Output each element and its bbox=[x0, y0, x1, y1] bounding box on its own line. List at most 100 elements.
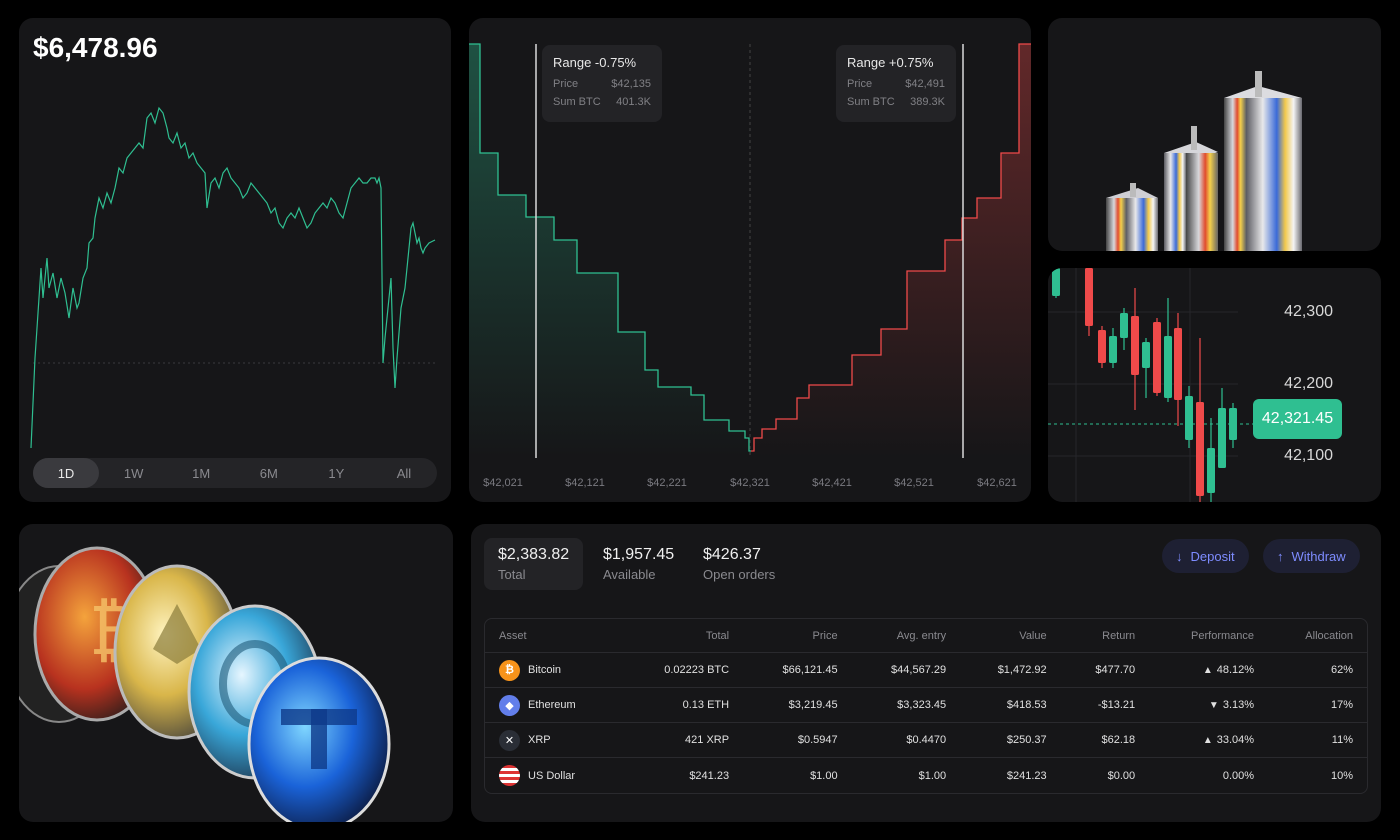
range-1d-button[interactable]: 1D bbox=[33, 458, 99, 488]
ethereum-icon: ◆ bbox=[499, 694, 520, 716]
table-row[interactable]: US Dollar $241.23 $1.00 $1.00 $241.23 $0… bbox=[485, 758, 1367, 793]
asset-return: $0.00 bbox=[1107, 769, 1136, 782]
y-axis-label: 42,200 bbox=[1284, 375, 1333, 392]
table-row[interactable]: ◆ Ethereum 0.13 ETH $3,219.45 $3,323.45 $… bbox=[485, 688, 1367, 723]
deposit-button[interactable]: ↓ Deposit bbox=[1162, 539, 1249, 573]
x-axis-label: $42,421 bbox=[812, 477, 852, 489]
column-header[interactable]: Allocation bbox=[1268, 619, 1367, 653]
tooltip-sum-label: Sum BTC bbox=[847, 96, 895, 108]
range-6m-button[interactable]: 6M bbox=[259, 465, 278, 481]
x-axis-label: $42,221 bbox=[647, 477, 687, 489]
current-price-tag: 42,321.45 bbox=[1253, 399, 1342, 439]
asset-performance: 0.00% bbox=[1222, 769, 1255, 782]
candle-body bbox=[1098, 330, 1106, 363]
candle-body bbox=[1229, 408, 1237, 440]
decorative-coins-image: ₿ bbox=[19, 524, 453, 822]
asset-price: $0.5947 bbox=[743, 723, 852, 758]
xrp-icon: ✕ bbox=[499, 729, 520, 751]
summary-value: $2,383.82 bbox=[498, 546, 570, 563]
asset-return: $477.70 bbox=[1060, 653, 1150, 688]
asset-return: $62.18 bbox=[1060, 723, 1150, 758]
x-axis-label: $42,021 bbox=[483, 477, 523, 489]
summary-open-orders[interactable]: $426.37 Open orders bbox=[689, 538, 789, 590]
candle-body bbox=[1142, 342, 1150, 368]
asset-allocation: 10% bbox=[1330, 769, 1353, 782]
candle-body bbox=[1109, 336, 1117, 363]
column-header[interactable]: Price bbox=[743, 619, 852, 653]
x-axis-label: $42,521 bbox=[894, 477, 934, 489]
assets-table: Asset Total Price Avg. entry Value Retur… bbox=[484, 618, 1368, 794]
asset-value: $1,472.92 bbox=[960, 653, 1061, 688]
candle-body bbox=[1207, 448, 1215, 493]
time-range-selector: 1D 1W 1M 6M 1Y All bbox=[33, 458, 437, 488]
column-header[interactable]: Asset bbox=[485, 619, 622, 653]
asset-name: US Dollar bbox=[528, 769, 576, 782]
decorative-bars-image bbox=[1048, 18, 1381, 251]
bar-column-medium bbox=[1164, 126, 1218, 251]
range-low-tooltip: Range -0.75% Price $42,135 Sum BTC 401.3K bbox=[542, 45, 662, 122]
asset-name: XRP bbox=[528, 734, 551, 746]
summary-total[interactable]: $2,383.82 Total bbox=[484, 538, 584, 590]
ask-area bbox=[751, 44, 1031, 458]
candlestick-chart bbox=[1048, 268, 1253, 502]
asset-performance: 33.04% bbox=[1216, 734, 1255, 746]
bar-column-small bbox=[1106, 183, 1158, 251]
candlestick-chart-card: 42,300 42,200 42,100 42,321.45 bbox=[1048, 268, 1381, 502]
column-header[interactable]: Avg. entry bbox=[851, 619, 961, 653]
table-row[interactable]: ₿ Bitcoin 0.02223 BTC $66,121.45 $44,567.… bbox=[485, 653, 1367, 688]
withdraw-button[interactable]: ↑ Withdraw bbox=[1263, 539, 1360, 573]
triangle-up-icon: ▲ bbox=[1202, 735, 1213, 746]
asset-value: $241.23 bbox=[1006, 769, 1047, 782]
candle-body bbox=[1164, 336, 1172, 398]
asset-total: 421 XRP bbox=[621, 723, 744, 758]
range-1y-button[interactable]: 1Y bbox=[328, 465, 345, 481]
candle-body bbox=[1131, 316, 1139, 375]
candle-body bbox=[1218, 408, 1226, 468]
column-header[interactable]: Value bbox=[960, 619, 1061, 653]
price-chart-card: $6,478.96 1D 1W 1M 6M 1Y All bbox=[19, 18, 451, 502]
summary-label: Available bbox=[603, 567, 656, 582]
summary-value: $1,957.45 bbox=[603, 546, 675, 563]
column-header[interactable]: Total bbox=[621, 619, 744, 653]
portfolio-card: $2,383.82 Total $1,957.45 Available $426… bbox=[471, 524, 1381, 822]
asset-allocation: 11% bbox=[1268, 723, 1367, 758]
x-axis-label: $42,321 bbox=[730, 477, 770, 489]
range-1w-button[interactable]: 1W bbox=[123, 465, 144, 481]
deposit-label: Deposit bbox=[1190, 548, 1235, 564]
range-1m-button[interactable]: 1M bbox=[192, 465, 211, 481]
asset-value: $418.53 bbox=[960, 688, 1061, 723]
crypto-coins-illustration: ₿ bbox=[19, 546, 391, 822]
candle-body bbox=[1185, 396, 1193, 440]
table-row[interactable]: ✕ XRP 421 XRP $0.5947 $0.4470 $250.37 $62… bbox=[485, 723, 1367, 758]
bid-line bbox=[469, 43, 751, 452]
column-header[interactable]: Performance bbox=[1149, 619, 1269, 653]
asset-name: Bitcoin bbox=[528, 664, 562, 676]
asset-performance: 3.13% bbox=[1222, 699, 1255, 711]
asset-avg-entry: $0.4470 bbox=[851, 723, 961, 758]
asset-price: $1.00 bbox=[810, 769, 838, 782]
asset-total: $241.23 bbox=[689, 769, 730, 782]
asset-total: 0.13 ETH bbox=[621, 688, 744, 723]
asset-avg-entry: $3,323.45 bbox=[851, 688, 961, 723]
arrow-down-icon: ↓ bbox=[1176, 548, 1183, 564]
asset-price: $66,121.45 bbox=[743, 653, 852, 688]
candles bbox=[1052, 268, 1237, 502]
range-all-button[interactable]: All bbox=[396, 465, 412, 481]
candle-body bbox=[1196, 402, 1204, 496]
column-header[interactable]: Return bbox=[1060, 619, 1150, 653]
bid-area bbox=[469, 44, 751, 458]
summary-label: Total bbox=[498, 567, 526, 582]
x-axis-label: $42,121 bbox=[565, 477, 605, 489]
candle-body bbox=[1085, 268, 1093, 326]
asset-performance: 48.12% bbox=[1216, 664, 1255, 676]
table-header-row: Asset Total Price Avg. entry Value Retur… bbox=[485, 619, 1367, 653]
tooltip-price-label: Price bbox=[847, 78, 873, 90]
asset-avg-entry: $44,567.29 bbox=[851, 653, 961, 688]
x-axis-label: $42,621 bbox=[977, 477, 1017, 489]
portfolio-price-value: $6,478.96 bbox=[33, 32, 158, 63]
asset-allocation: 62% bbox=[1268, 653, 1367, 688]
summary-available[interactable]: $1,957.45 Available bbox=[589, 538, 688, 590]
arrow-up-icon: ↑ bbox=[1277, 548, 1284, 564]
asset-allocation: 17% bbox=[1268, 688, 1367, 723]
tether-symbol-stem bbox=[311, 709, 327, 769]
